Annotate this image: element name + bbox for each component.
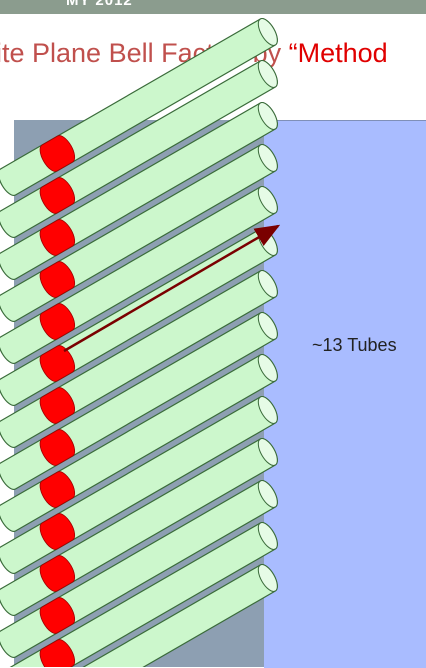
red-band xyxy=(39,471,76,508)
red-band xyxy=(39,345,76,382)
tube-end-cap xyxy=(257,522,278,550)
tubes-group xyxy=(0,17,278,667)
tube-end-cap xyxy=(257,144,278,172)
tube-end-cap xyxy=(257,102,278,130)
red-band xyxy=(39,597,76,634)
red-band xyxy=(39,261,76,298)
red-band xyxy=(39,219,76,256)
blue-panel xyxy=(264,120,426,668)
tube-end-cap xyxy=(257,312,278,340)
direction-arrow xyxy=(63,224,281,353)
tube xyxy=(0,101,278,281)
tube-end-cap xyxy=(257,564,278,592)
tube-end-cap xyxy=(257,438,278,466)
tube xyxy=(0,185,278,365)
red-band xyxy=(39,639,76,667)
tube xyxy=(0,479,278,659)
tube xyxy=(0,353,278,533)
red-band xyxy=(39,555,76,592)
top-bar: MY 2012 xyxy=(0,0,426,14)
header-text: MY 2012 xyxy=(66,0,133,9)
tube xyxy=(0,563,278,667)
tube xyxy=(0,437,278,617)
tube xyxy=(0,17,278,197)
tube-end-cap xyxy=(257,480,278,508)
tube xyxy=(0,311,278,491)
red-band xyxy=(39,513,76,550)
tube-end-cap xyxy=(257,354,278,382)
tube xyxy=(0,59,278,239)
red-band xyxy=(39,303,76,340)
slide-title-highlight: “Method xyxy=(288,38,388,68)
tube-end-cap xyxy=(257,270,278,298)
red-band xyxy=(39,177,76,214)
red-band xyxy=(39,387,76,424)
tube xyxy=(0,395,278,575)
red-band xyxy=(39,135,76,172)
red-band xyxy=(39,429,76,466)
tubes-count-label: ~13 Tubes xyxy=(312,335,397,355)
tube xyxy=(0,269,278,449)
tube-end-cap xyxy=(257,60,278,88)
tube-end-cap xyxy=(257,396,278,424)
tube-end-cap xyxy=(257,18,278,46)
tube-end-cap xyxy=(257,186,278,214)
tube xyxy=(0,143,278,323)
tube xyxy=(0,521,278,667)
